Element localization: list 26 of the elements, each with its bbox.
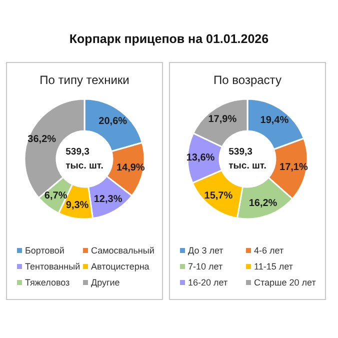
- legend-label: Старше 20 лет: [254, 278, 316, 288]
- data-label: 9,3%: [66, 200, 89, 211]
- data-label: 17,9%: [208, 114, 237, 125]
- data-label: 19,4%: [260, 114, 289, 126]
- data-label: 20,6%: [98, 116, 128, 128]
- legend-label: Тентованный: [25, 262, 80, 272]
- legend-label: 11-15 лет: [254, 262, 293, 272]
- legend-label: 4-6 лет: [254, 246, 284, 256]
- data-label: 36,2%: [28, 134, 56, 145]
- legend-label: До 3 лет: [188, 246, 224, 256]
- legend-label: Самосвальный: [91, 246, 154, 256]
- legend-label: Тяжеловоз: [25, 278, 70, 288]
- legend-label: Другие: [91, 278, 120, 288]
- text: 539,3 тыс. шт.: [228, 146, 266, 172]
- legend-label: Бортовой: [25, 246, 64, 256]
- legend-label: 16-20 лет: [188, 278, 228, 288]
- legend-label: 7-10 лет: [188, 262, 223, 272]
- chart-subtitle: По типу техники: [40, 73, 130, 87]
- data-label: 13,6%: [186, 152, 215, 164]
- legend-label: Автоцистерна: [91, 262, 150, 272]
- text: 539,3 тыс. шт.: [66, 146, 104, 172]
- chart-title: Корпарк прицепов на 01.01.2026: [68, 32, 270, 46]
- data-label: 15,7%: [204, 190, 233, 202]
- chart-subtitle: По возрасту: [214, 73, 282, 87]
- data-label: 12,3%: [94, 194, 122, 206]
- data-label: 16,2%: [248, 198, 278, 209]
